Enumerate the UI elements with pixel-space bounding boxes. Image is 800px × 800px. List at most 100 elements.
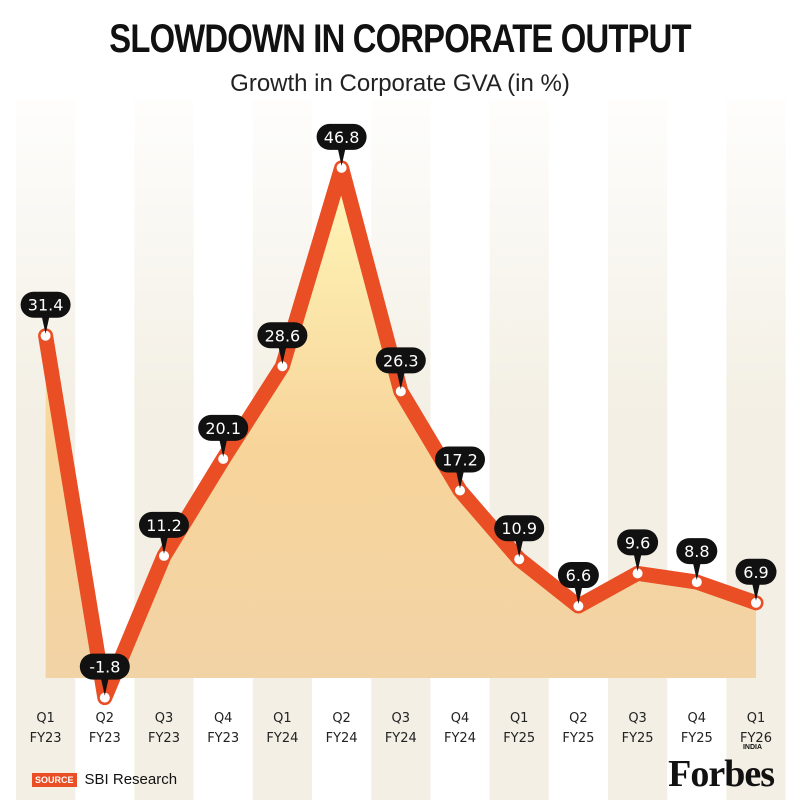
label-pointer — [396, 371, 405, 390]
data-point: 6.9 — [735, 558, 777, 608]
x-tick-quarter: Q3 — [628, 711, 647, 726]
label-pill — [198, 414, 249, 441]
data-label: 20.1 — [205, 419, 241, 438]
label-pointer — [574, 586, 583, 605]
x-tick-quarter: Q2 — [96, 711, 115, 726]
data-point: 6.6 — [557, 562, 599, 612]
label-pill — [257, 322, 308, 349]
x-tick-year: FY24 — [385, 731, 417, 746]
label-pointer — [752, 582, 760, 601]
data-point: 46.8 — [316, 123, 367, 173]
point-marker — [573, 601, 584, 612]
label-pointer — [219, 438, 228, 457]
point-marker — [395, 386, 406, 397]
data-label: 11.2 — [146, 516, 182, 535]
x-tick-quarter: Q1 — [510, 711, 529, 726]
x-tick-year: FY25 — [622, 731, 654, 746]
x-tick-quarter: Q4 — [688, 711, 707, 726]
data-label: 17.2 — [442, 451, 478, 470]
x-tick-quarter: Q4 — [451, 711, 470, 726]
x-tick-year: FY26 — [740, 731, 772, 746]
data-point: 11.2 — [139, 511, 189, 561]
data-point: 10.9 — [494, 515, 545, 565]
source-text: SBI Research — [84, 771, 178, 788]
point-marker — [218, 453, 229, 464]
point-marker — [691, 577, 702, 588]
data-point: 31.4 — [20, 291, 71, 341]
point-marker — [159, 550, 169, 561]
point-marker — [455, 485, 465, 496]
point-marker — [277, 361, 288, 372]
x-tick-year: FY23 — [207, 731, 239, 746]
background-stripe — [608, 100, 668, 800]
label-pointer — [456, 470, 464, 489]
label-pill — [79, 653, 130, 680]
label-pill — [316, 123, 367, 150]
data-point: 26.3 — [375, 347, 426, 397]
x-tick-quarter: Q2 — [332, 711, 351, 726]
data-point: 20.1 — [198, 414, 249, 464]
chart-title: SLOWDOWN IN CORPORATE OUTPUT — [109, 17, 691, 61]
x-tick-quarter: Q1 — [273, 711, 292, 726]
x-tick-quarter: Q3 — [155, 711, 174, 726]
data-label: 6.6 — [566, 566, 591, 585]
data-label: 9.6 — [625, 533, 650, 552]
point-marker — [632, 568, 643, 579]
chart-subtitle: Growth in Corporate GVA (in %) — [230, 70, 570, 97]
point-marker — [99, 692, 110, 703]
data-label: 31.4 — [28, 296, 64, 315]
point-marker — [40, 330, 51, 341]
label-pill — [676, 538, 718, 565]
label-pointer — [41, 315, 50, 334]
label-pointer — [337, 147, 346, 166]
x-tick-year: FY23 — [30, 731, 62, 746]
x-tick-quarter: Q1 — [747, 711, 766, 726]
label-pill — [20, 291, 71, 318]
label-pointer — [515, 539, 524, 558]
forbes-logo: Forbes — [668, 753, 775, 795]
data-point: 9.6 — [617, 529, 659, 579]
data-point: 8.8 — [676, 538, 718, 588]
x-tick-quarter: Q1 — [36, 711, 55, 726]
data-label: 28.6 — [265, 326, 301, 345]
label-pointer — [633, 553, 642, 572]
label-pill — [494, 515, 545, 542]
x-tick-quarter: Q4 — [214, 711, 233, 726]
x-tick-year: FY23 — [148, 731, 180, 746]
label-pointer — [160, 535, 168, 554]
area-fill — [45, 167, 757, 678]
label-pill — [735, 558, 777, 585]
source-note: SOURCE SBI Research — [32, 771, 177, 788]
logo-sub: INDIA — [742, 744, 762, 751]
data-label: 26.3 — [383, 351, 419, 370]
x-tick-year: FY24 — [266, 731, 298, 746]
label-pill — [139, 511, 189, 538]
label-pointer — [278, 346, 287, 365]
point-marker — [514, 554, 525, 565]
x-tick-year: FY25 — [562, 731, 594, 746]
data-label: -1.8 — [89, 658, 120, 677]
data-point: -1.8 — [79, 653, 130, 703]
data-point: 17.2 — [435, 446, 485, 496]
x-tick-quarter: Q2 — [569, 711, 588, 726]
label-pill — [435, 446, 485, 473]
point-marker — [751, 597, 761, 608]
data-label: 10.9 — [501, 519, 537, 538]
x-tick-quarter: Q3 — [392, 711, 411, 726]
label-pointer — [692, 562, 701, 581]
x-tick-year: FY24 — [326, 731, 358, 746]
label-pointer — [100, 677, 109, 696]
data-label: 8.8 — [684, 542, 709, 561]
data-point: 28.6 — [257, 322, 308, 372]
background-stripe — [489, 100, 549, 800]
x-tick-year: FY25 — [681, 731, 713, 746]
data-label: 6.9 — [743, 563, 768, 582]
x-tick-year: FY23 — [89, 731, 121, 746]
x-tick-year: FY24 — [444, 731, 476, 746]
label-pill — [617, 529, 659, 556]
source-tag: SOURCE — [32, 772, 77, 787]
background-stripe — [134, 100, 194, 800]
x-tick-year: FY25 — [503, 731, 535, 746]
label-pill — [375, 347, 426, 374]
